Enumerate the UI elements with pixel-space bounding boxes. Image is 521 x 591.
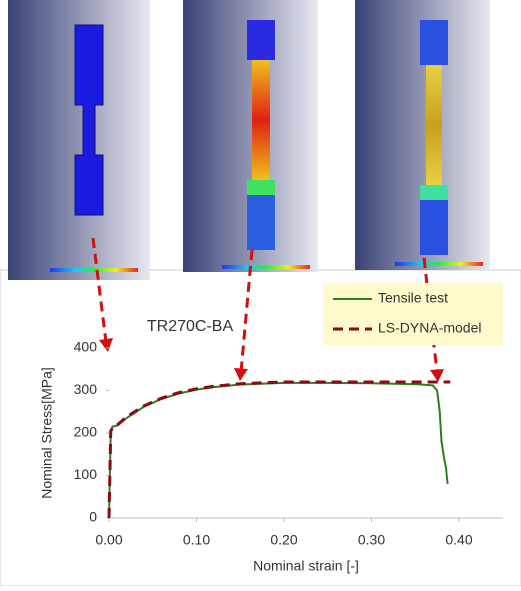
x-tick-label: 0.40 xyxy=(445,532,472,548)
x-axis-label: Nominal strain [-] xyxy=(253,558,359,574)
legend-label: Tensile test xyxy=(378,290,448,306)
x-tick-label: 0.30 xyxy=(358,532,385,548)
sim-image-3 xyxy=(355,0,490,270)
figure: TR270C-BA Nominal strain [-] Nominal Str… xyxy=(0,0,521,586)
x-tick-label: 0.00 xyxy=(95,532,122,548)
y-tick-label: 400 xyxy=(74,339,98,355)
sim-image-1 xyxy=(8,0,150,280)
sim-image-2 xyxy=(183,0,318,272)
y-tick-label: 100 xyxy=(74,466,98,482)
x-tick-label: 0.10 xyxy=(183,532,210,548)
y-tick-label: 0 xyxy=(89,509,97,525)
y-axis-label: Nominal Stress[MPa] xyxy=(39,367,55,498)
chart-title: TR270C-BA xyxy=(147,318,234,335)
x-tick-label: 0.20 xyxy=(270,532,297,548)
y-tick-label: 300 xyxy=(74,381,98,397)
y-tick-label: 200 xyxy=(74,424,98,440)
legend-label: LS-DYNA-model xyxy=(378,320,481,336)
